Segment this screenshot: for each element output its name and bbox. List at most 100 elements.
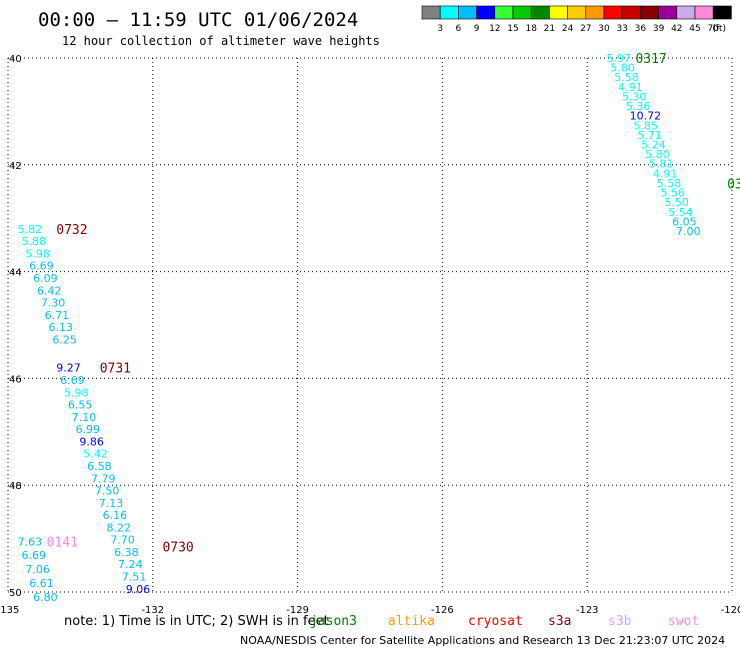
colorbar-swatch [712,5,732,20]
colorbar-tick-label: 9 [474,24,480,34]
y-tick-label: 44 [9,268,22,279]
wave-height-point: 5.58 [614,71,639,84]
satellite-legend-s3b: s3b [608,614,632,629]
colorbar-swatch [640,5,659,20]
wave-height-point: 7.24 [118,558,143,571]
wave-height-point: 10.72 [630,110,662,123]
wave-height-point: 7.50 [95,485,120,498]
satellite-legend: jason3 altika cryosat s3a s3b swot [310,614,699,629]
colorbar-tick-label: 3 [437,24,443,34]
colorbar-tick-label: 33 [616,24,627,34]
colorbar-swatch [621,5,641,20]
wave-height-point: 5.97 [607,52,632,65]
x-tick-label: -132 [141,605,164,616]
colorbar-tick-label: 39 [653,24,665,34]
colorbar-legend: 3 6 9 12 15 18 21 24 27 30 33 36 39 42 45 70(ft) [421,5,732,34]
satellite-legend-jason3: jason3 [310,614,357,629]
colorbar-tick-label: 15 [507,24,518,34]
colorbar-swatch [676,5,696,20]
colorbar-tick-label: 18 [525,24,537,34]
wave-height-point: 6.69 [29,260,54,273]
colorbar-swatch [549,5,568,20]
pass-time-label: 0141 [47,535,78,550]
wave-height-point: 6.99 [76,423,101,436]
wave-height-point: 7.70 [110,534,135,547]
wave-height-point: 6.16 [103,509,128,522]
wave-height-point: 5.71 [637,129,662,142]
wave-height-point: 7.13 [99,497,124,510]
x-tick-label: -129 [286,605,309,616]
wave-height-point: 5.80 [645,148,670,161]
wave-height-point: 6.42 [37,284,62,297]
pass-time-label: 0731 [100,362,131,377]
colorbar-tick-label: 42 [671,24,682,34]
chart-title: 00:00 – 11:59 UTC 01/06/2024 [38,9,358,31]
pass-labels: 0317 03 0732 0731 0730 0141 [47,52,740,556]
x-tick-label: -120 [721,605,740,616]
wave-height-point: 7.79 [91,472,116,485]
wave-height-point: 7.10 [72,411,97,424]
colorbar-swatch [476,5,496,20]
colorbar-swatch [658,5,678,20]
wave-height-point: 6.80 [33,591,58,604]
wave-height-point: 7.30 [41,297,66,310]
wave-height-point: 5.42 [83,448,108,461]
colorbar-unit: (ft) [712,24,726,34]
colorbar-tick-label: 21 [544,24,555,34]
pass-time-label: 0317 [635,52,666,67]
data-points: 5.975.805.584.915.305.3610.725.855.715.2… [18,52,701,604]
wave-height-point: 5.88 [22,235,47,248]
y-tick-label: 46 [9,374,22,385]
wave-height-point: 7.63 [18,535,43,548]
wave-height-point: 6.05 [672,215,697,228]
colorbar-swatch [567,5,587,20]
plot-area: -135 -132 -129 -126 -123 -120 40 42 44 46 48 50 5.9… [0,52,740,616]
wave-height-point: 7.00 [676,225,701,238]
wave-height-point: 5.56 [661,187,686,200]
colorbar-swatch [530,5,550,20]
wave-height-point: 5.24 [641,139,666,152]
pass-time-label: 03 [727,177,740,192]
wave-height-point: 6.71 [45,309,69,322]
wave-height-point: 6.55 [68,399,93,412]
wave-height-point: 6.58 [87,460,112,473]
note-text: note: 1) Time is in UTC; 2) SWH is in fe… [64,614,329,629]
pass-time-label: 0732 [56,223,87,238]
colorbar-swatch [585,5,605,20]
grid-lines [7,57,733,593]
wave-height-point: 5.50 [664,196,689,209]
colorbar-tick-label: 27 [580,24,591,34]
y-tick-label: 42 [9,161,22,172]
wave-height-point: 6.38 [114,546,139,559]
wave-height-point: 8.22 [106,521,130,534]
y-tick-label: 40 [9,54,22,65]
colorbar-swatch [494,5,514,20]
satellite-legend-s3a: s3a [548,614,571,629]
wave-height-point: 4.91 [618,81,643,94]
satellite-legend-altika: altika [388,614,435,629]
wave-height-point: 6.09 [33,272,58,285]
wave-height-point: 5.58 [657,177,682,190]
colorbar-swatch [439,5,459,20]
wave-height-point: 9.86 [79,435,104,448]
wave-height-point: 6.61 [29,577,54,590]
wave-height-point: 6.25 [52,333,77,346]
y-tick-label: 50 [9,588,22,599]
colorbar-swatch [603,5,623,20]
satellite-legend-cryosat: cryosat [468,614,523,629]
colorbar-tick-label: 70 [707,24,719,34]
wave-height-point: 6.69 [60,374,85,387]
colorbar-tick-label: 36 [635,24,647,34]
wave-height-point: 7.51 [122,571,147,584]
chart-subtitle: 12 hour collection of altimeter wave hei… [62,34,380,48]
colorbar-tick-label: 6 [456,24,462,34]
credit-text: NOAA/NESDIS Center for Satellite Applica… [240,634,725,647]
wave-height-point: 9.06 [126,583,150,596]
y-tick-label: 48 [9,481,22,492]
colorbar-swatch [694,5,714,20]
x-tick-label: -126 [431,605,454,616]
wave-height-point: 5.85 [634,119,659,132]
wave-height-point: 6.13 [49,321,74,334]
x-tick-label: -123 [576,605,599,616]
